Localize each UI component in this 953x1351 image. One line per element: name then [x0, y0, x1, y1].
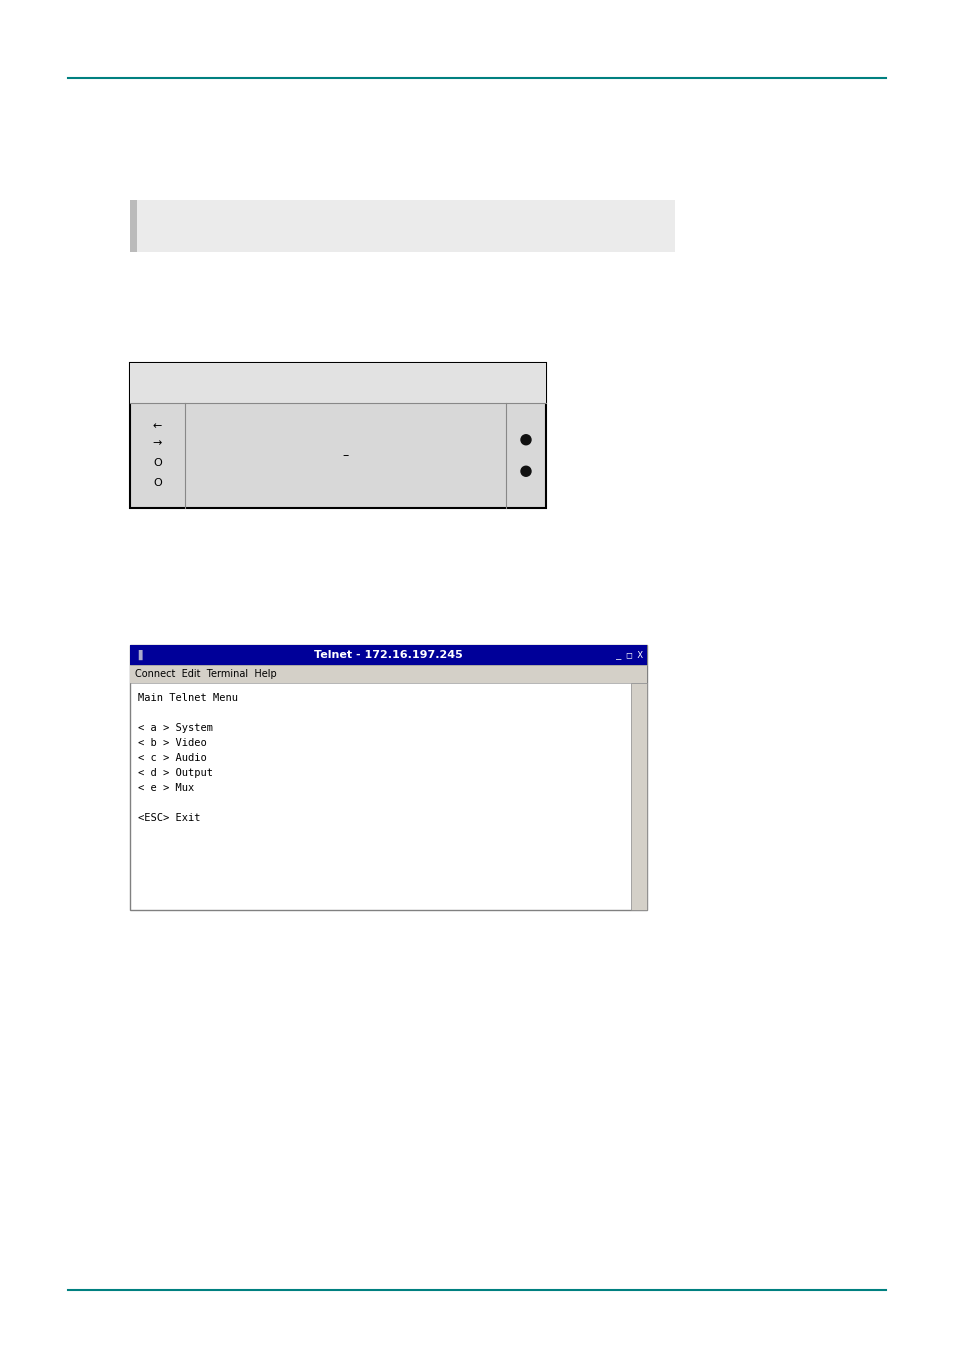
Text: < b > Video: < b > Video	[138, 738, 207, 748]
Text: Telnet - 172.16.197.245: Telnet - 172.16.197.245	[314, 650, 462, 661]
Text: _ □ X: _ □ X	[616, 650, 642, 659]
Text: O: O	[153, 458, 162, 467]
Text: <ESC> Exit: <ESC> Exit	[138, 813, 200, 823]
Bar	[130, 644, 646, 665]
Circle shape	[520, 466, 531, 477]
Bar	[130, 363, 545, 508]
Text: –: –	[342, 449, 348, 462]
Text: Main Telnet Menu: Main Telnet Menu	[138, 693, 237, 703]
Text: < e > Mux: < e > Mux	[138, 784, 194, 793]
Text: Connect  Edit  Terminal  Help: Connect Edit Terminal Help	[135, 669, 276, 680]
Text: < d > Output: < d > Output	[138, 767, 213, 778]
Bar	[130, 665, 646, 684]
Bar	[130, 363, 545, 403]
Bar	[130, 200, 675, 253]
Text: < a > System: < a > System	[138, 723, 213, 734]
Circle shape	[520, 435, 531, 444]
Bar	[130, 644, 646, 911]
Bar	[130, 200, 137, 253]
Text: O: O	[153, 478, 162, 488]
Bar	[630, 684, 646, 911]
Text: < c > Audio: < c > Audio	[138, 753, 207, 763]
Text: ▐: ▐	[133, 650, 141, 661]
Text: →: →	[152, 438, 162, 449]
Text: ←: ←	[152, 422, 162, 431]
